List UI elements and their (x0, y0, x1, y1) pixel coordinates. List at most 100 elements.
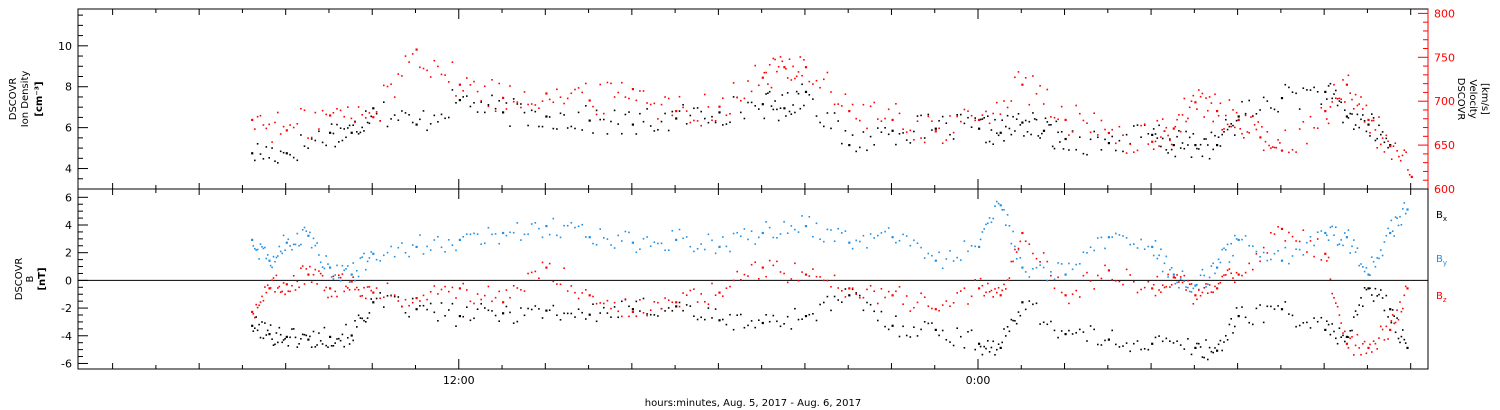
field-bx-sample (1093, 328, 1095, 331)
field-bx-sample (354, 320, 356, 322)
density-velocity-red-sample (259, 114, 262, 117)
density-velocity-black-sample (1349, 112, 1351, 115)
field-bz-point (415, 297, 418, 300)
density-velocity-red-sample (505, 108, 508, 110)
field-by-sample (1079, 263, 1081, 265)
field-by-sample (1228, 261, 1231, 263)
field-bz-point (1107, 269, 1110, 272)
field-bx-sample (711, 317, 713, 319)
density-velocity-red-sample (689, 121, 692, 124)
density-velocity-black-sample (945, 122, 948, 124)
field-bx-sample (1122, 345, 1124, 347)
field-tick-label: 0 (65, 274, 72, 287)
field-bz-sample (1394, 321, 1397, 324)
field-by-sample (1336, 244, 1339, 246)
field-by-sample (1217, 258, 1220, 261)
density-velocity-red-sample (1268, 144, 1270, 147)
density-velocity-black-sample (765, 93, 767, 95)
density-velocity-black-sample (1176, 135, 1178, 138)
density-velocity-red-sample (635, 99, 638, 102)
field-by-sample (411, 244, 414, 246)
field-bx-sample (330, 345, 333, 347)
field-bx-sample (1381, 297, 1384, 299)
density-velocity-black-sample (797, 92, 800, 95)
field-bx-sample (1207, 358, 1209, 361)
field-bx-sample (1140, 348, 1142, 351)
density-velocity-black-sample (1030, 133, 1032, 136)
density-velocity-black-point (934, 127, 937, 130)
density-velocity-red-sample (1369, 132, 1371, 134)
field-bx-point (268, 333, 271, 336)
field-by-sample (309, 231, 311, 234)
field-bz-sample (960, 290, 962, 292)
field-bz-sample (1178, 281, 1180, 283)
field-bx-sample (1371, 294, 1373, 296)
field-bz-sample (1152, 283, 1155, 286)
field-by-sample (332, 278, 335, 280)
field-by-sample (1270, 258, 1272, 261)
density-velocity-red-sample (1170, 143, 1173, 146)
density-velocity-red-sample (1024, 77, 1027, 79)
density-velocity-red-sample (770, 86, 773, 89)
density-velocity-black-sample (462, 96, 464, 98)
density-velocity-red-sample (1264, 140, 1267, 143)
field-by-sample (1385, 234, 1388, 237)
field-by-sample (401, 242, 403, 244)
field-bx-point (329, 335, 332, 338)
field-bx-sample (1214, 347, 1216, 349)
density-velocity-black-sample (941, 115, 944, 118)
density-velocity-red-sample (455, 95, 457, 97)
field-bz-sample (1158, 289, 1160, 291)
density-velocity-red-sample (693, 119, 695, 122)
density-velocity-black-sample (1221, 133, 1223, 136)
field-bz-sample (451, 286, 454, 289)
density-velocity-red-sample (1147, 143, 1150, 145)
field-bz-sample (433, 285, 436, 287)
density-velocity-black-sample (332, 132, 335, 135)
density-velocity-black-sample (1053, 147, 1056, 150)
field-bz-sample (779, 271, 782, 273)
density-velocity-black-point (350, 131, 353, 134)
density-velocity-black-sample (696, 107, 699, 109)
density-velocity-red-sample (952, 131, 955, 134)
field-bz-sample (707, 303, 710, 305)
density-velocity-black-sample (538, 125, 540, 128)
field-by-sample (345, 268, 347, 270)
density-velocity-red-sample (714, 120, 717, 122)
field-by-sample (368, 257, 371, 259)
density-velocity-black-sample (873, 144, 875, 146)
field-by-sample (284, 249, 286, 251)
field-bx-sample (1118, 346, 1121, 348)
density-velocity-black-sample (498, 100, 500, 102)
field-bz-sample (979, 277, 982, 280)
density-velocity-black-sample (1118, 139, 1121, 142)
density-velocity-red-sample (254, 128, 256, 130)
field-bz-sample (383, 296, 385, 299)
density-velocity-black-sample (505, 102, 508, 104)
field-bx-point (978, 342, 981, 345)
field-by-sample (1190, 291, 1193, 293)
density-velocity-red-sample (1316, 127, 1319, 129)
field-bx-sample (1380, 289, 1382, 291)
field-by-sample (556, 234, 558, 237)
density-velocity-black-point (783, 107, 786, 110)
field-bx-point (804, 315, 808, 318)
field-bz-sample (552, 280, 555, 283)
field-bz-sample (1001, 289, 1003, 292)
field-bz-sample (1255, 253, 1258, 255)
density-velocity-black-sample (1234, 134, 1236, 136)
field-bz-sample (419, 300, 421, 302)
density-velocity-black-sample (1010, 133, 1013, 136)
field-bx-sample (1046, 323, 1049, 326)
field-bz-sample (880, 288, 883, 290)
density-velocity-black-sample (707, 121, 710, 124)
field-bx-sample (981, 353, 984, 356)
field-bz-sample (1262, 246, 1265, 249)
density-velocity-red-sample (361, 114, 363, 116)
density-velocity-black-sample (880, 131, 883, 133)
density-velocity-black-sample (992, 143, 994, 145)
density-velocity-red-sample (1403, 149, 1406, 151)
field-by-sample (303, 226, 306, 229)
density-velocity-black-sample (1015, 118, 1018, 120)
